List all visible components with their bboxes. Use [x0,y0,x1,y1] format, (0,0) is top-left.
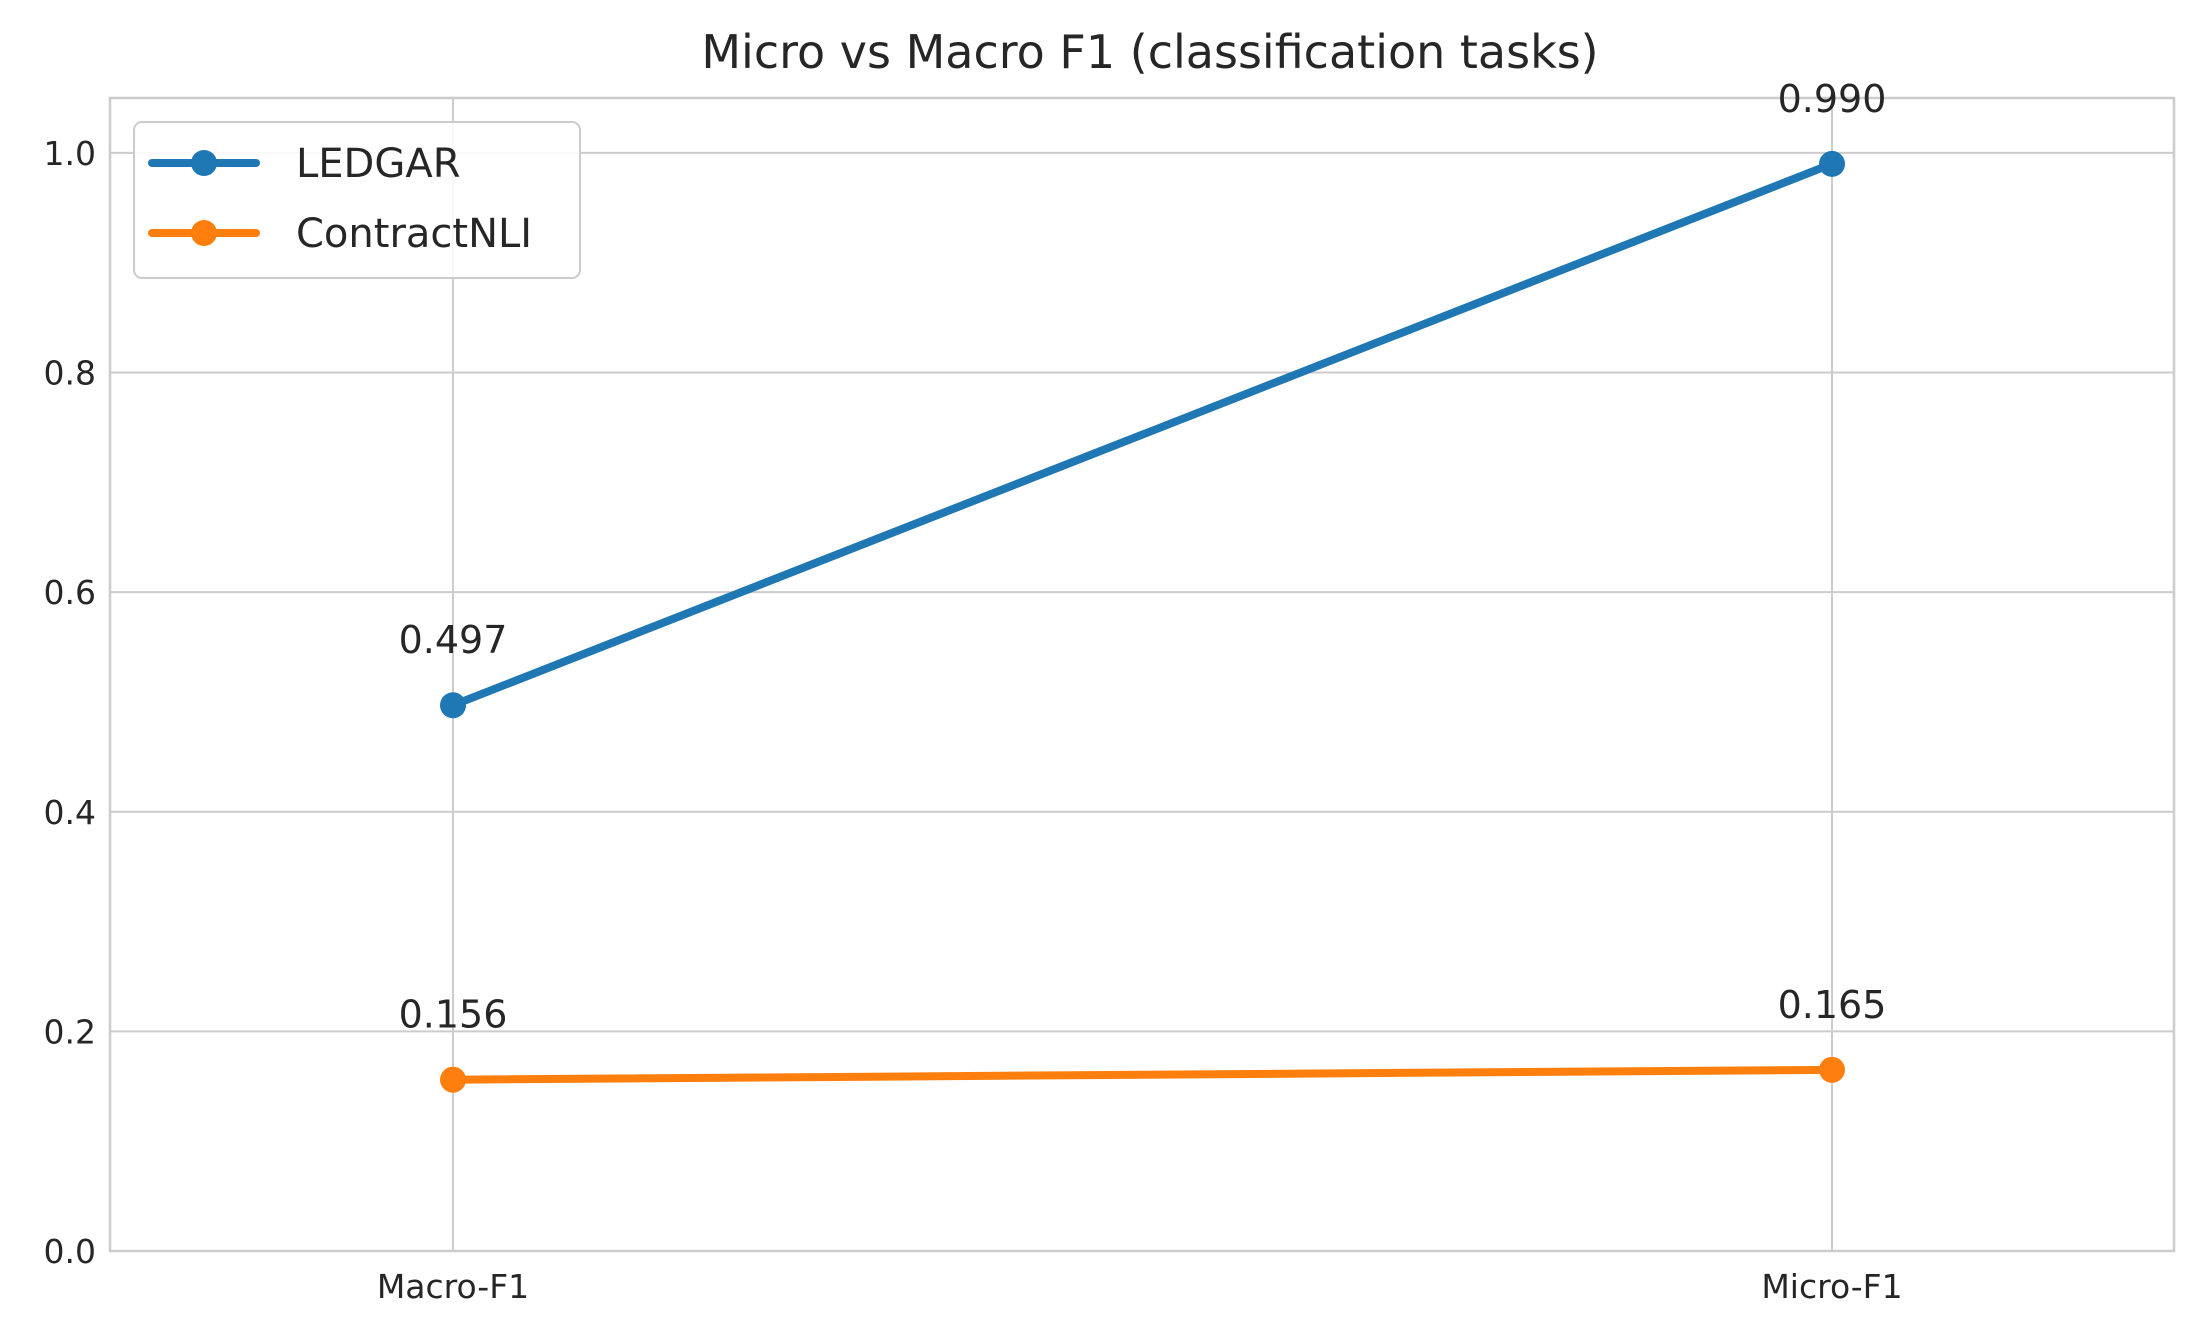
y-tick-label: 1.0 [44,134,96,173]
y-tick-label: 0.6 [44,573,96,612]
series-layer [440,150,1845,1093]
legend-label: ContractNLI [296,211,532,257]
y-tick-label: 0.8 [44,354,96,393]
y-tick-label: 0.0 [44,1232,96,1271]
data-point [1819,1056,1845,1083]
legend-label: LEDGAR [296,141,461,187]
legend: LEDGAR ContractNLI [133,121,581,279]
data-labels: 0.497 0.990 0.156 0.165 [399,77,1887,1037]
data-label: 0.156 [399,993,508,1037]
legend-marker [191,220,217,246]
series-line [449,1065,1836,1084]
data-label: 0.990 [1778,77,1887,121]
chart-title: Micro vs Macro F1 (classification tasks) [701,25,1598,79]
data-point [440,1066,466,1093]
x-tick-label: Macro-F1 [377,1267,529,1306]
plot-area-frame [108,96,2176,1253]
data-label: 0.165 [1778,983,1887,1027]
axis-ticks: 0.0 0.2 0.4 0.6 0.8 1.0 Macro-F1 Micro-F1 [44,134,1903,1306]
data-point [440,692,466,719]
legend-marker [191,150,217,176]
x-tick-label: Micro-F1 [1761,1267,1902,1306]
y-tick-label: 0.4 [44,793,96,832]
data-label: 0.497 [399,618,508,662]
series-line [449,159,1836,710]
y-tick-label: 0.2 [44,1012,96,1051]
data-point [1819,150,1845,177]
